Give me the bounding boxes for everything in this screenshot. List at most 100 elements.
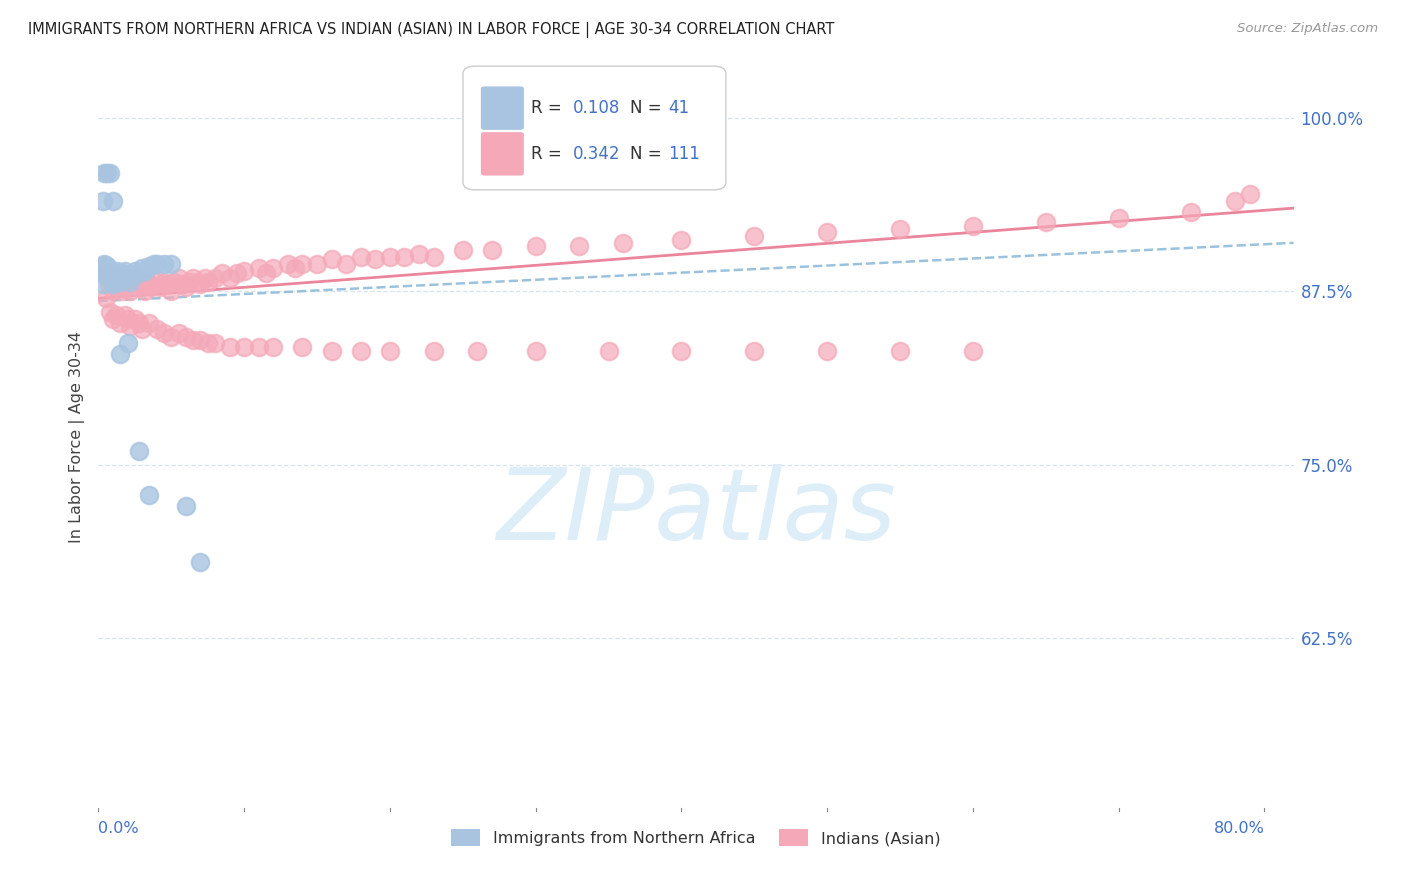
- Point: [138, 277, 160, 292]
- Text: N =: N =: [630, 99, 666, 117]
- Point: [291, 340, 314, 354]
- Point: [378, 344, 401, 359]
- Point: [118, 277, 141, 292]
- Point: [91, 277, 114, 292]
- Point: [174, 330, 197, 344]
- Point: [321, 344, 343, 359]
- Point: [103, 275, 125, 289]
- Point: [93, 260, 115, 274]
- Point: [612, 235, 634, 250]
- Point: [467, 344, 489, 359]
- Point: [117, 270, 139, 285]
- Point: [247, 340, 270, 354]
- Text: 0.108: 0.108: [572, 99, 620, 117]
- Point: [568, 238, 591, 252]
- Point: [160, 285, 183, 299]
- Point: [197, 335, 219, 350]
- Point: [104, 273, 127, 287]
- Point: [815, 344, 838, 359]
- Point: [114, 308, 136, 322]
- Point: [262, 340, 284, 354]
- Point: [815, 225, 838, 239]
- Point: [197, 275, 219, 289]
- Point: [131, 260, 153, 275]
- Point: [142, 257, 165, 271]
- Point: [1108, 211, 1130, 225]
- Point: [671, 233, 693, 247]
- Point: [112, 275, 135, 289]
- Point: [145, 275, 167, 289]
- Point: [211, 266, 233, 280]
- FancyBboxPatch shape: [481, 132, 524, 176]
- Point: [97, 277, 120, 292]
- Point: [110, 277, 132, 292]
- Point: [1035, 215, 1057, 229]
- Text: 0.0%: 0.0%: [98, 821, 139, 836]
- Point: [163, 275, 186, 289]
- Point: [94, 266, 117, 280]
- Point: [1180, 205, 1202, 219]
- Point: [138, 260, 160, 274]
- Point: [889, 344, 911, 359]
- Point: [167, 270, 190, 285]
- Point: [110, 275, 132, 289]
- Point: [262, 260, 284, 275]
- Point: [350, 250, 373, 264]
- Point: [394, 250, 416, 264]
- Point: [97, 268, 120, 282]
- Point: [378, 250, 401, 264]
- Point: [124, 263, 146, 277]
- Point: [125, 280, 148, 294]
- Point: [120, 285, 142, 299]
- Point: [149, 280, 172, 294]
- Point: [91, 194, 114, 209]
- Point: [291, 257, 314, 271]
- Text: 41: 41: [668, 99, 689, 117]
- Point: [101, 194, 124, 209]
- Point: [105, 270, 128, 285]
- Point: [160, 257, 183, 271]
- Point: [131, 322, 153, 336]
- Point: [117, 312, 139, 326]
- Point: [98, 263, 121, 277]
- Point: [98, 305, 121, 319]
- Point: [117, 270, 139, 285]
- Point: [141, 280, 163, 294]
- Point: [218, 270, 240, 285]
- Point: [153, 257, 176, 271]
- Point: [93, 166, 115, 180]
- Point: [110, 316, 132, 330]
- Point: [451, 243, 474, 257]
- Point: [321, 252, 343, 267]
- Point: [121, 275, 143, 289]
- Point: [172, 277, 194, 292]
- Point: [1225, 194, 1247, 209]
- Point: [110, 347, 132, 361]
- Point: [138, 488, 160, 502]
- Point: [104, 280, 127, 294]
- Point: [96, 260, 118, 274]
- Point: [335, 257, 357, 271]
- Point: [157, 277, 180, 292]
- Text: IMMIGRANTS FROM NORTHERN AFRICA VS INDIAN (ASIAN) IN LABOR FORCE | AGE 30-34 COR: IMMIGRANTS FROM NORTHERN AFRICA VS INDIA…: [28, 22, 835, 38]
- Point: [962, 344, 984, 359]
- Point: [114, 263, 136, 277]
- Point: [181, 333, 204, 347]
- Point: [93, 257, 115, 271]
- Point: [889, 222, 911, 236]
- Text: R =: R =: [531, 99, 567, 117]
- Point: [100, 275, 122, 289]
- Point: [153, 275, 176, 289]
- Point: [742, 344, 765, 359]
- Point: [1239, 187, 1261, 202]
- Point: [598, 344, 620, 359]
- Point: [408, 247, 430, 261]
- Point: [481, 243, 503, 257]
- Point: [247, 260, 270, 275]
- Point: [422, 250, 444, 264]
- Point: [225, 266, 247, 280]
- Point: [174, 280, 197, 294]
- Point: [218, 340, 240, 354]
- Point: [284, 260, 307, 275]
- Point: [135, 275, 157, 289]
